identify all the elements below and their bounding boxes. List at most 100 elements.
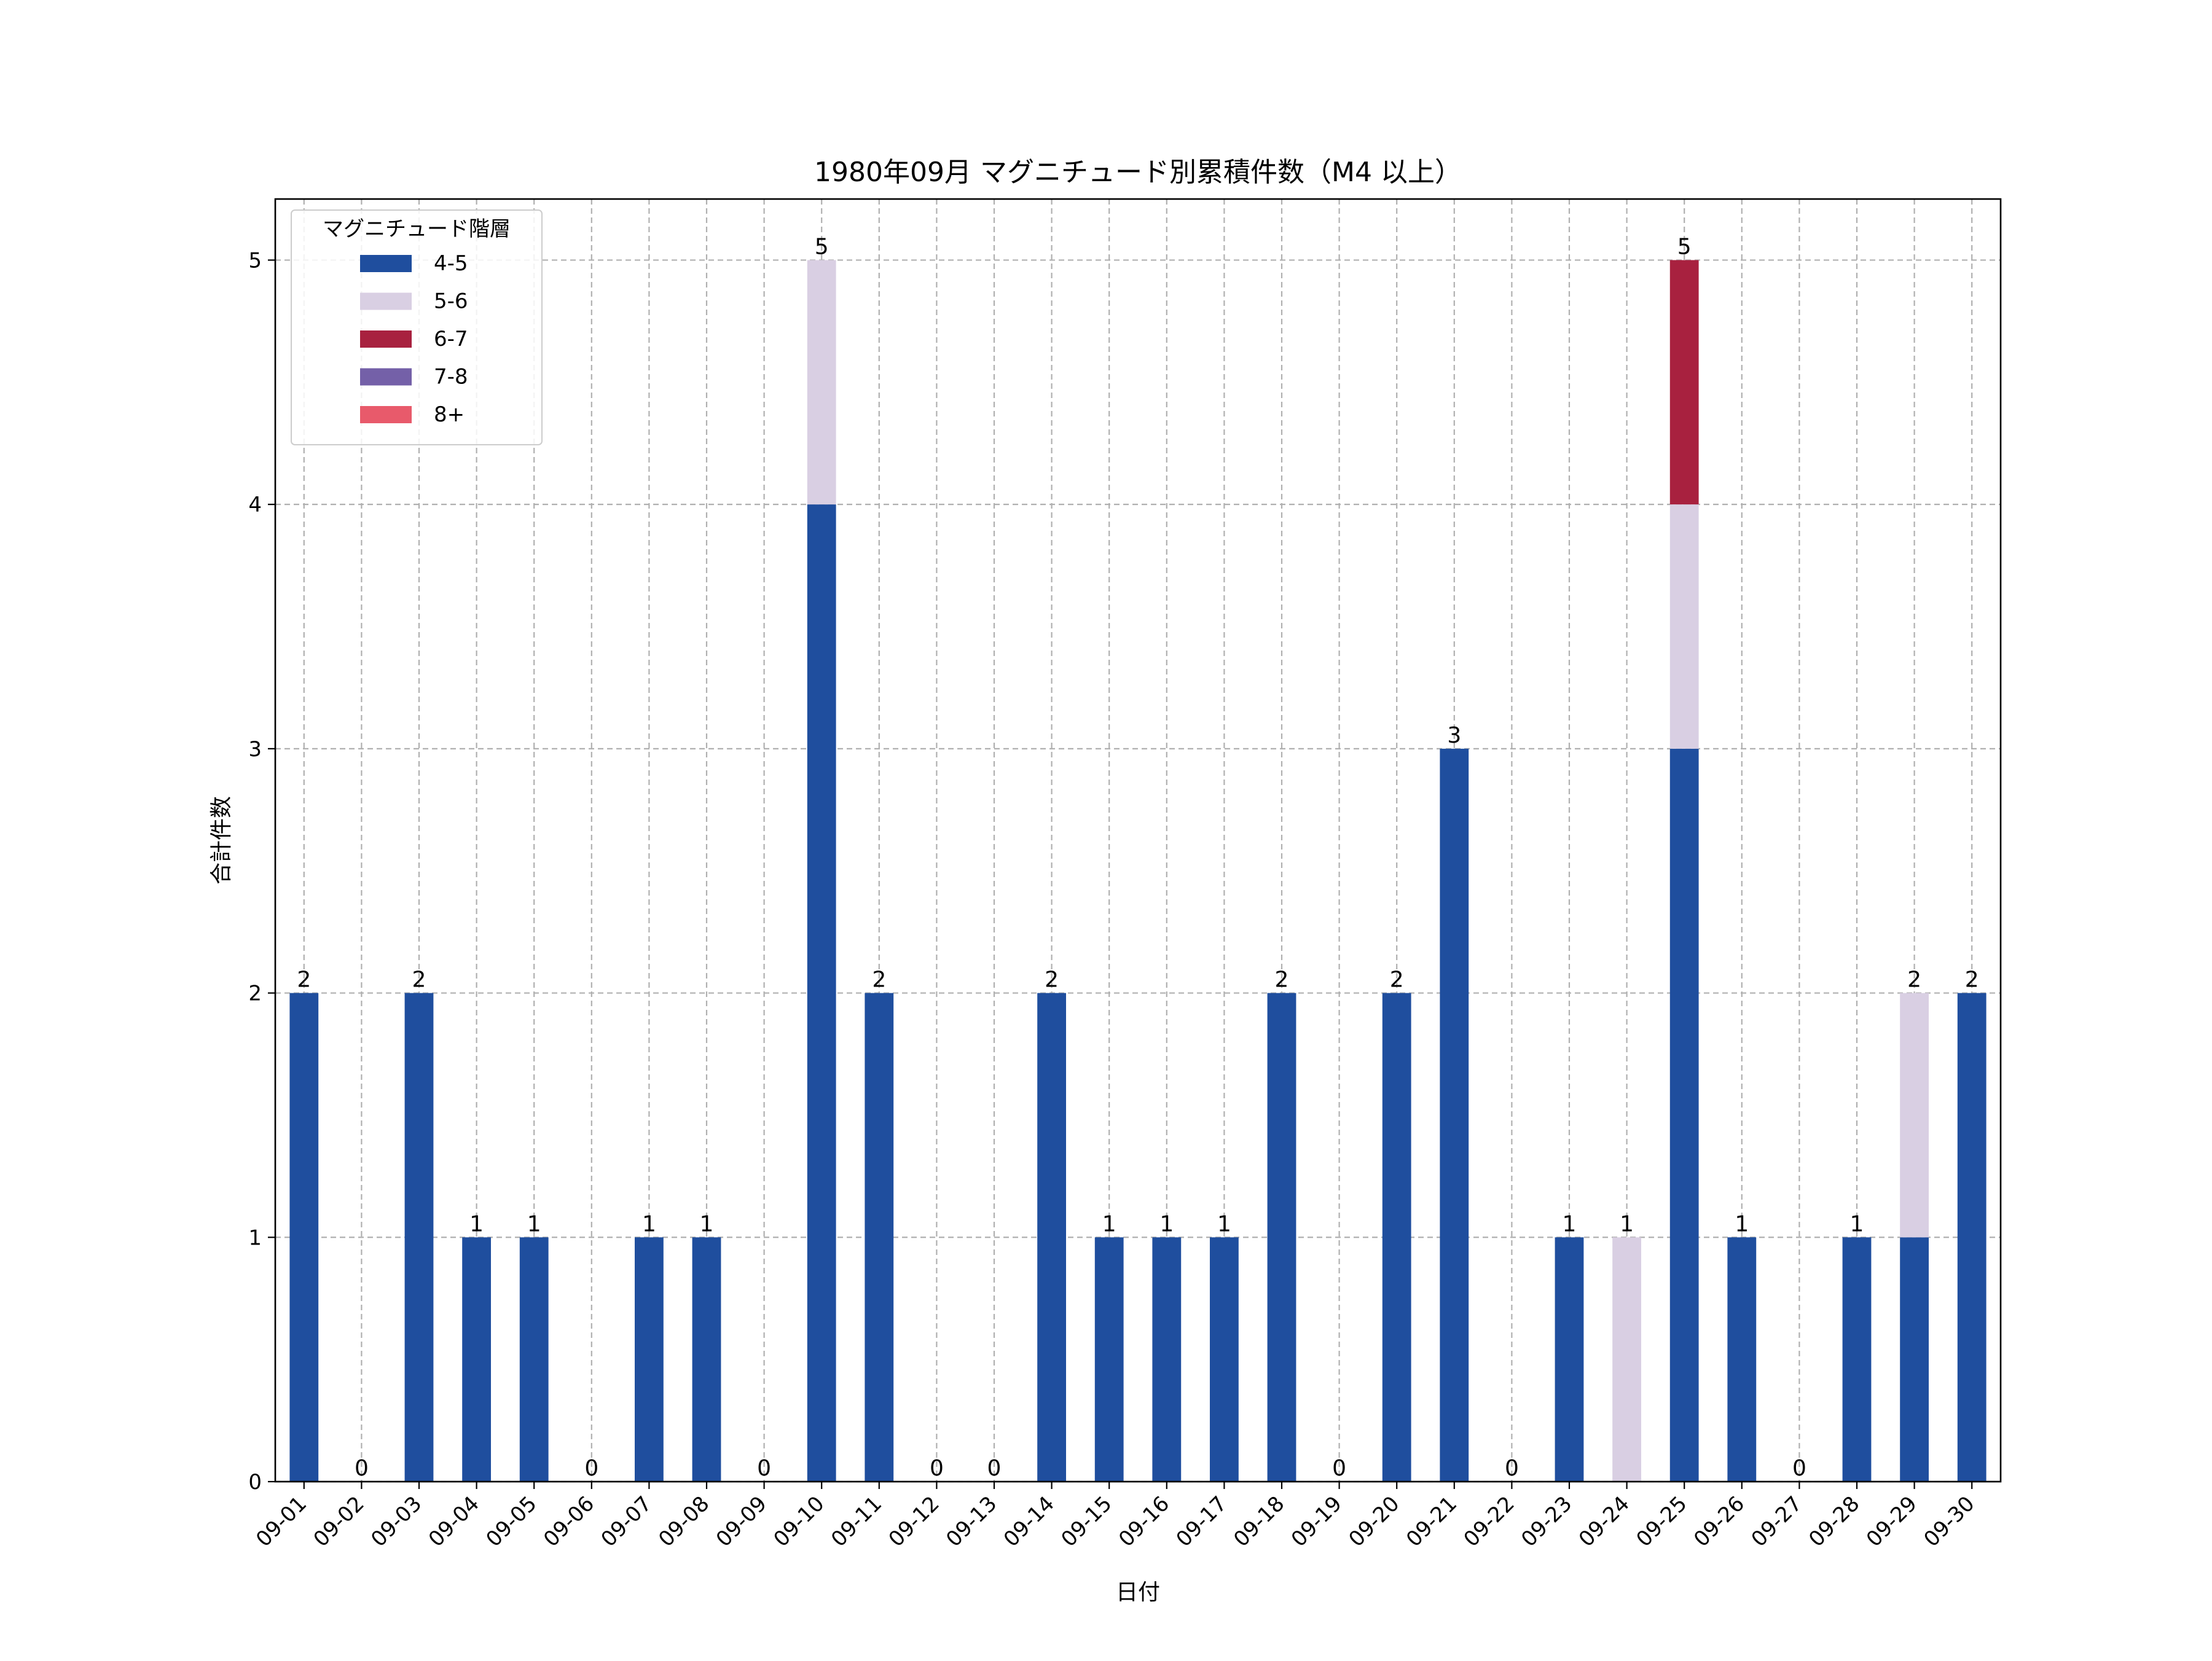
bar-total-label: 1 — [1159, 1211, 1174, 1237]
x-axis-ticks: 09-0109-0209-0309-0409-0509-0609-0709-08… — [251, 1482, 1980, 1552]
bar-segment — [807, 260, 836, 505]
bar-total-label: 1 — [1850, 1211, 1864, 1237]
y-tick-label: 3 — [248, 737, 262, 762]
bar-total-label: 5 — [815, 234, 829, 259]
x-tick-label: 09-12 — [884, 1491, 944, 1552]
y-axis-label: 合計件数 — [209, 796, 234, 885]
x-tick-label: 09-06 — [539, 1491, 599, 1552]
bar-total-label: 0 — [930, 1456, 944, 1481]
bar-segment — [1669, 504, 1699, 749]
bar-total-label: 3 — [1447, 723, 1461, 748]
bar-segment — [1037, 993, 1066, 1482]
bar-segment — [289, 993, 319, 1482]
x-tick-label: 09-30 — [1919, 1491, 1979, 1552]
y-axis-ticks: 0 1 2 3 4 5 — [248, 248, 275, 1495]
bar-segment — [1900, 1237, 1929, 1482]
x-tick-label: 09-13 — [941, 1491, 1002, 1552]
bar-segment — [1842, 1237, 1872, 1482]
legend-label: 6-7 — [434, 327, 468, 351]
x-tick-label: 09-04 — [424, 1491, 484, 1552]
bar-total-label: 0 — [757, 1456, 771, 1481]
bar-segment — [865, 993, 894, 1482]
bar-total-label: 1 — [1102, 1211, 1116, 1237]
x-tick-label: 09-29 — [1862, 1491, 1922, 1552]
bar-total-label: 0 — [1792, 1456, 1806, 1481]
x-tick-label: 09-10 — [769, 1491, 829, 1552]
bar-segment — [519, 1237, 549, 1482]
bar-total-label: 1 — [1620, 1211, 1634, 1237]
x-tick-label: 09-15 — [1056, 1491, 1116, 1552]
x-tick-label: 09-23 — [1516, 1491, 1577, 1552]
bar-segment — [1210, 1237, 1239, 1482]
bar-total-label: 2 — [872, 967, 886, 993]
x-tick-label: 09-26 — [1689, 1491, 1749, 1552]
bar-total-label: 1 — [1217, 1211, 1231, 1237]
x-tick-label: 09-14 — [999, 1491, 1059, 1552]
bar-total-label: 1 — [700, 1211, 714, 1237]
x-tick-label: 09-02 — [309, 1491, 369, 1552]
bar-total-label: 2 — [412, 967, 426, 993]
x-tick-label: 09-08 — [654, 1491, 714, 1552]
bar-total-label: 1 — [1563, 1211, 1577, 1237]
x-tick-label: 09-05 — [481, 1491, 541, 1552]
bar-segment — [807, 504, 836, 1482]
bar-segment — [1669, 260, 1699, 505]
bar-total-label: 0 — [584, 1456, 598, 1481]
x-tick-label: 09-18 — [1229, 1491, 1289, 1552]
y-tick-label: 5 — [248, 248, 262, 273]
bar-segment — [1900, 993, 1929, 1238]
bar-segment — [462, 1237, 491, 1482]
x-tick-label: 09-17 — [1172, 1491, 1232, 1552]
bar-total-label: 1 — [1735, 1211, 1749, 1237]
x-tick-label: 09-16 — [1114, 1491, 1174, 1552]
x-axis-label: 日付 — [1116, 1580, 1160, 1605]
x-tick-label: 09-20 — [1344, 1491, 1404, 1552]
bar-segment — [692, 1237, 721, 1482]
bar-total-label: 5 — [1677, 234, 1692, 259]
x-tick-label: 09-09 — [712, 1491, 772, 1552]
legend-title: マグニチュード階層 — [323, 217, 511, 241]
bar-total-label: 0 — [355, 1456, 369, 1481]
legend: マグニチュード階層 4-5 5-6 6-7 7-8 8+ — [291, 209, 543, 445]
legend-box — [291, 209, 543, 445]
y-tick-label: 4 — [248, 493, 262, 517]
x-tick-label: 09-19 — [1287, 1491, 1347, 1552]
x-tick-label: 09-03 — [366, 1491, 426, 1552]
bar-segment — [1152, 1237, 1182, 1482]
legend-swatch — [360, 255, 412, 272]
bar-total-label: 2 — [297, 967, 311, 993]
x-tick-label: 09-27 — [1747, 1491, 1807, 1552]
bar-segment — [1555, 1237, 1584, 1482]
x-tick-label: 09-11 — [826, 1491, 887, 1552]
plot-frame — [274, 198, 2002, 1483]
bar-segment — [1267, 993, 1296, 1482]
bar-segment — [1727, 1237, 1757, 1482]
bar-total-label: 2 — [1045, 967, 1059, 993]
bar-total-label: 2 — [1965, 967, 1979, 993]
y-tick-label: 0 — [248, 1470, 262, 1495]
bars — [289, 260, 1986, 1482]
legend-label: 7-8 — [434, 365, 468, 389]
bar-total-label: 1 — [642, 1211, 656, 1237]
x-tick-label: 09-01 — [251, 1491, 312, 1552]
bar-total-label: 0 — [1505, 1456, 1519, 1481]
legend-label: 5-6 — [434, 289, 468, 314]
x-tick-label: 09-24 — [1574, 1491, 1634, 1552]
x-tick-label: 09-25 — [1631, 1491, 1692, 1552]
legend-swatch — [360, 292, 412, 310]
y-tick-label: 1 — [248, 1225, 262, 1250]
bar-segment — [1669, 748, 1699, 1482]
bar-segment — [1382, 993, 1411, 1482]
x-tick-label: 09-21 — [1402, 1491, 1462, 1552]
bar-total-label: 1 — [469, 1211, 484, 1237]
bar-segment — [635, 1237, 664, 1482]
x-tick-label: 09-07 — [597, 1491, 657, 1552]
bar-segment — [1094, 1237, 1124, 1482]
x-tick-label: 09-28 — [1804, 1491, 1864, 1552]
legend-swatch — [360, 368, 412, 386]
legend-swatch — [360, 330, 412, 348]
bar-total-label: 2 — [1275, 967, 1289, 993]
bar-segment — [1440, 748, 1469, 1482]
bar-total-label: 2 — [1907, 967, 1921, 993]
